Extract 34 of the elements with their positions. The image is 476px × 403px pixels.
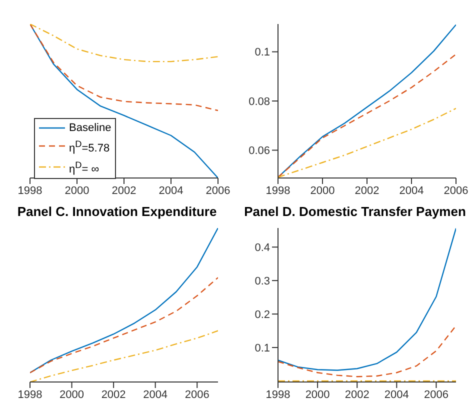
y-tick-label: 0.2 [254,308,270,321]
x-tick-label: 2006 [184,388,210,401]
y-tick-label: 0.1 [254,342,270,354]
x-tick-label: 2000 [60,388,84,401]
x-tick-label: 2002 [344,388,370,401]
x-tick-label: 2006 [424,388,448,401]
y-tick-label: 0.4 [254,242,270,254]
x-tick-label: 2004 [158,184,184,197]
line-series [278,325,456,378]
line-series [278,228,456,371]
x-tick-label: 2002 [101,388,126,401]
x-tick-label: 2000 [305,388,330,401]
y-tick-label: 0.08 [248,96,270,108]
x-tick-label: 2006 [444,184,468,197]
x-tick-label: 2004 [143,388,168,401]
x-tick-label: 2004 [399,184,424,197]
x-tick-label: 2006 [206,184,230,197]
y-tick-label: 0.1 [254,46,270,59]
legend-label: η$^{D}$=5.78 [69,138,110,157]
y-tick-label: 0.06 [248,145,270,158]
legend-label: Baseline [69,121,112,136]
chart-title: Panel D. Domestic Transfer Paymen [243,204,467,221]
legend-label: η$^{D}$= ∞ [69,158,100,178]
x-tick-label: 1998 [18,184,42,197]
x-tick-label: 2002 [354,184,380,197]
x-tick-label: 2000 [64,184,90,197]
x-tick-label: 2002 [112,184,136,197]
x-tick-label: 1998 [266,184,290,197]
x-tick-label: 1998 [266,388,290,401]
y-tick-label: 0.3 [254,275,270,288]
x-tick-label: 1998 [18,388,42,401]
x-tick-label: 2000 [310,184,335,197]
x-tick-label: 2004 [384,388,409,401]
chart-title: Panel C. Innovation Expenditure [16,204,218,221]
